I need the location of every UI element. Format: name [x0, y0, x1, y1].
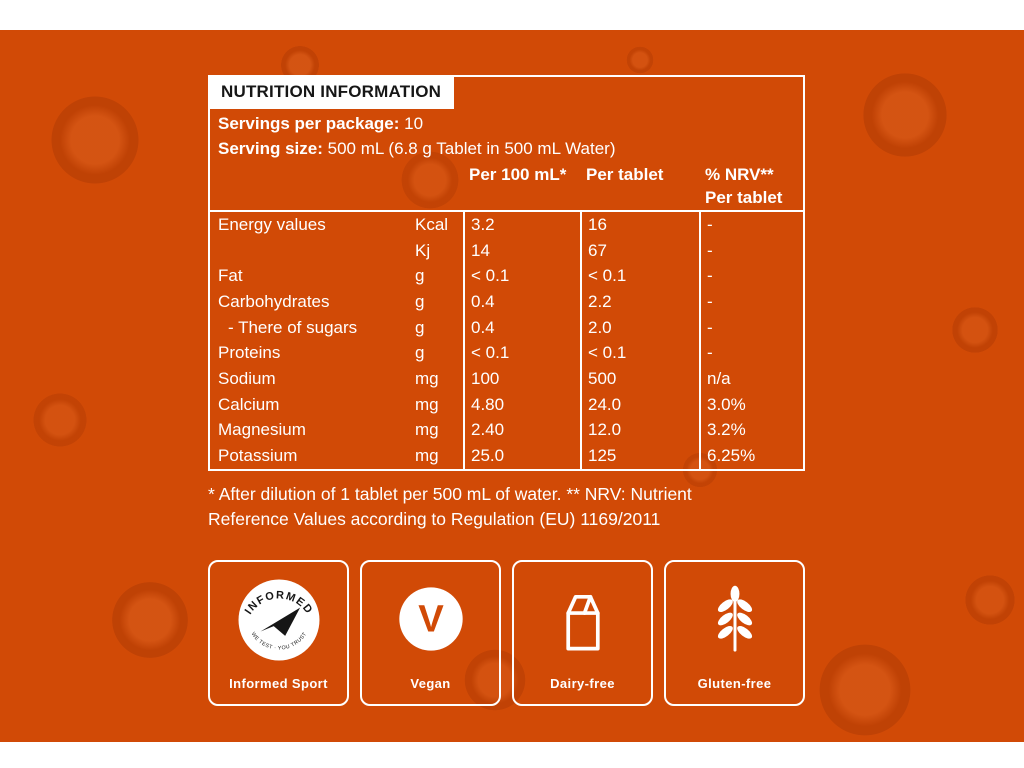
value-per-tablet: 125	[580, 443, 699, 469]
value-per-100ml: 4.80	[463, 391, 580, 418]
value-nrv: -	[699, 212, 803, 238]
nutrition-rows: Energy values Kcal 3.2 16 - Kj 14 67 - F…	[210, 212, 803, 469]
nutrient-unit: mg	[415, 394, 439, 414]
value-per-tablet: < 0.1	[580, 340, 699, 367]
column-headers: Per 100 mL* Per tablet % NRV** Per table…	[210, 163, 803, 209]
servings-label: Servings per package:	[218, 114, 400, 133]
badge-label: Dairy-free	[550, 676, 615, 691]
serving-size-value: 500 mL (6.8 g Tablet in 500 mL Water)	[327, 139, 616, 158]
nutrient-name: Energy values	[218, 214, 326, 234]
badge-informed-sport: INFORMED WE TEST · YOU TRUST Informed Sp…	[208, 560, 349, 706]
value-per-tablet: 2.2	[580, 289, 699, 315]
footnote-line1: * After dilution of 1 tablet per 500 mL …	[208, 484, 692, 504]
value-per-100ml: 3.2	[463, 212, 580, 238]
footnote: * After dilution of 1 tablet per 500 mL …	[208, 482, 808, 532]
nutrient-unit: Kcal	[415, 214, 449, 234]
nutrient-name: Fat	[218, 266, 243, 286]
value-nrv: -	[699, 314, 803, 341]
nutrient-unit: mg	[415, 446, 439, 466]
badge-vegan: V Vegan	[360, 560, 501, 706]
nutrient-unit: g	[415, 317, 425, 337]
nutrient-unit: g	[415, 343, 425, 363]
badge-label: Vegan	[410, 676, 451, 691]
nutrition-table: NUTRITION INFORMATION Servings per packa…	[208, 75, 805, 471]
value-per-tablet: 12.0	[580, 417, 699, 444]
serving-size-line: Serving size: 500 mL (6.8 g Tablet in 50…	[218, 139, 616, 159]
nutrient-unit: Kj	[415, 240, 431, 260]
value-per-100ml: < 0.1	[463, 263, 580, 290]
informed-sport-logo-icon: INFORMED WE TEST · YOU TRUST	[238, 579, 319, 661]
col-header-per-100ml: Per 100 mL*	[469, 165, 567, 184]
nutrient-name: Proteins	[218, 343, 281, 363]
nutrient-unit: mg	[415, 420, 439, 440]
value-per-100ml: 2.40	[463, 417, 580, 444]
value-per-tablet: 500	[580, 366, 699, 392]
vegan-icon: V	[398, 587, 463, 651]
col-header-nrv: % NRV** Per tablet	[699, 163, 803, 209]
value-per-tablet: 16	[580, 212, 699, 238]
col-header-nrv-line2: Per tablet	[705, 188, 783, 207]
certification-badges: INFORMED WE TEST · YOU TRUST Informed Sp…	[208, 560, 805, 706]
milk-carton-icon	[565, 594, 600, 651]
value-nrv: 3.2%	[699, 417, 803, 444]
nutrient-name	[210, 238, 415, 264]
value-per-100ml: < 0.1	[463, 340, 580, 367]
vegan-v-letter: V	[418, 598, 444, 641]
header-divider-line	[210, 210, 803, 212]
value-per-100ml: 100	[463, 366, 580, 392]
value-per-100ml: 14	[463, 237, 580, 264]
nutrient-name: Magnesium	[218, 420, 306, 440]
nutrient-name: Calcium	[218, 394, 280, 414]
value-per-tablet: 24.0	[580, 391, 699, 418]
value-per-100ml: 0.4	[463, 314, 580, 341]
wheat-ear-icon	[717, 585, 752, 652]
value-nrv: -	[699, 237, 803, 264]
value-nrv: n/a	[699, 366, 803, 392]
badge-dairy-free: Dairy-free	[512, 560, 653, 706]
value-nrv: -	[699, 340, 803, 367]
value-per-tablet: < 0.1	[580, 263, 699, 290]
nutrient-unit: g	[415, 291, 425, 311]
serving-size-label: Serving size:	[218, 139, 323, 158]
nutrient-name: Sodium	[218, 369, 276, 389]
value-nrv: 6.25%	[699, 443, 803, 469]
nutrient-name: Carbohydrates	[218, 291, 330, 311]
servings-line: Servings per package: 10	[218, 114, 423, 134]
paper-plane-glyph	[260, 607, 300, 636]
badge-label: Informed Sport	[229, 676, 328, 691]
nutrient-name: Potassium	[218, 446, 298, 466]
servings-value: 10	[404, 114, 424, 133]
footnote-line2: Reference Values according to Regulation…	[208, 509, 661, 529]
value-per-tablet: 2.0	[580, 314, 699, 341]
value-nrv: -	[699, 263, 803, 290]
value-per-100ml: 0.4	[463, 289, 580, 315]
value-nrv: 3.0%	[699, 391, 803, 418]
value-per-tablet: 67	[580, 237, 699, 264]
badge-gluten-free: Gluten-free	[664, 560, 805, 706]
value-nrv: -	[699, 289, 803, 315]
nutrient-unit: g	[415, 266, 425, 286]
nutrient-name: - There of sugars	[228, 317, 358, 337]
badge-label: Gluten-free	[697, 676, 772, 691]
value-per-100ml: 25.0	[463, 443, 580, 469]
col-header-per-tablet: Per tablet	[586, 165, 664, 184]
nutrient-unit: mg	[415, 369, 439, 389]
col-header-nrv-line1: % NRV**	[705, 165, 774, 184]
panel-title: NUTRITION INFORMATION	[208, 75, 455, 109]
